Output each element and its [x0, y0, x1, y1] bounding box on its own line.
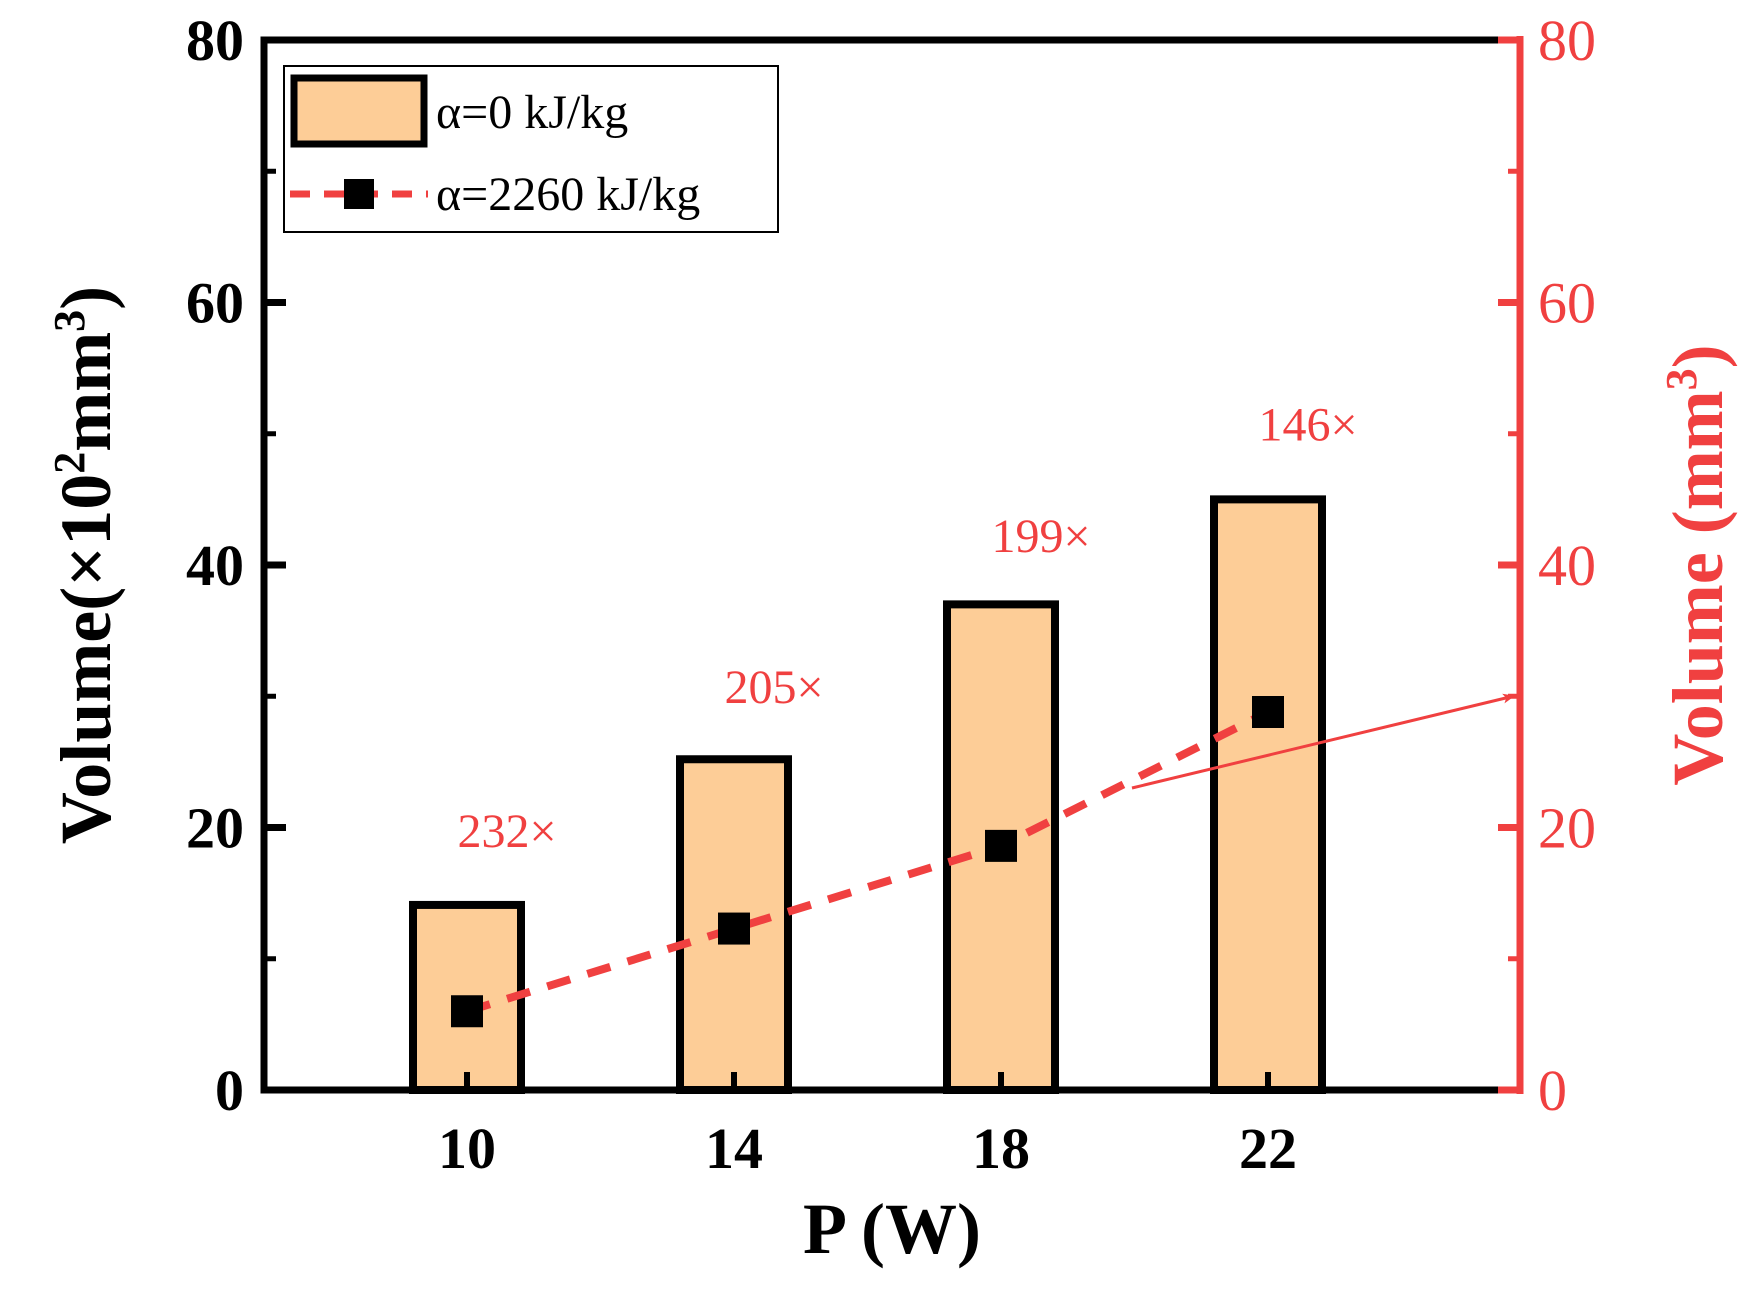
- marker-10: [451, 995, 483, 1028]
- right-axis: 0 20 40 60 80: [1498, 8, 1596, 1123]
- right-tick-label: 60: [1538, 271, 1596, 336]
- right-tick-label: 80: [1538, 8, 1596, 73]
- left-tick-label: 20: [186, 796, 244, 861]
- x-axis: 10 14 18 22: [438, 1072, 1297, 1181]
- left-tick-label: 60: [186, 271, 244, 336]
- marker-18: [985, 829, 1017, 862]
- x-axis-title: P (W): [803, 1189, 981, 1269]
- ratio-label-18: 199×: [991, 510, 1090, 563]
- marker-22: [1252, 696, 1284, 728]
- ratio-label-10: 232×: [457, 805, 556, 858]
- right-tick-label: 20: [1538, 796, 1596, 861]
- x-tick-label-10: 10: [438, 1116, 496, 1181]
- legend: α=0 kJ/kg α=2260 kJ/kg: [283, 65, 779, 233]
- x-tick-label-22: 22: [1239, 1116, 1297, 1181]
- ratio-label-14: 205×: [724, 661, 823, 714]
- bar-22: [1210, 495, 1326, 1094]
- left-axis-title: Volume(×102mm3): [45, 286, 126, 844]
- legend-marker-swatch: [344, 179, 374, 209]
- line-path: [465, 708, 1270, 1016]
- left-axis: 0 20 40 60 80: [186, 8, 286, 1123]
- ratio-annotations: 232× 205× 199× 146×: [457, 398, 1357, 858]
- legend-bar-swatch: [290, 74, 428, 148]
- marker-14: [718, 912, 750, 945]
- legend-bar-label: α=0 kJ/kg: [436, 86, 628, 139]
- x-tick-label-14: 14: [705, 1116, 763, 1181]
- right-tick-label: 40: [1538, 533, 1596, 598]
- ratio-label-22: 146×: [1258, 398, 1357, 451]
- left-tick-label: 80: [186, 8, 244, 73]
- bar-series: [409, 495, 1326, 1094]
- x-tick-label-18: 18: [972, 1116, 1030, 1181]
- left-tick-label: 0: [215, 1058, 244, 1123]
- left-tick-label: 40: [186, 533, 244, 598]
- legend-line-label: α=2260 kJ/kg: [436, 168, 700, 221]
- right-tick-label: 0: [1538, 1058, 1567, 1123]
- line-series: [451, 696, 1284, 1028]
- right-axis-title: Volume (mm3): [1657, 344, 1738, 785]
- right-axis-arrow: [1131, 693, 1515, 790]
